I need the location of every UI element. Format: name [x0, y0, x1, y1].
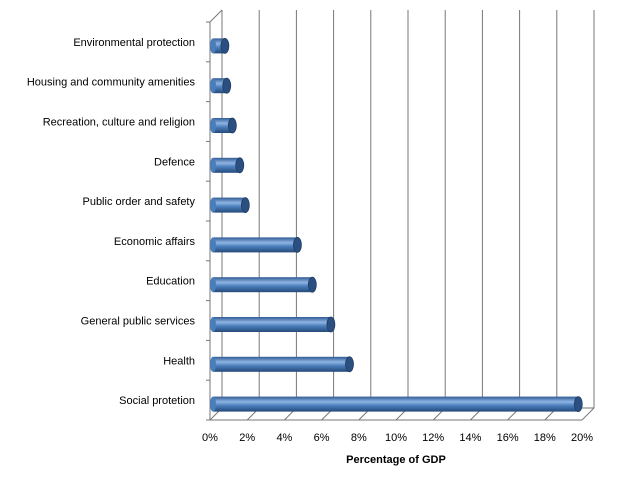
x-tick-label: 12%	[422, 432, 444, 444]
x-tick-label: 10%	[385, 432, 407, 444]
category-label: Health	[163, 355, 195, 367]
bar-body	[213, 197, 246, 213]
bar-start-cap	[210, 396, 216, 412]
bar	[210, 396, 583, 413]
category-label: Environmental protection	[73, 37, 195, 49]
bar-start-cap	[210, 356, 216, 372]
x-tick-labels: 0% 2% 4% 6% 8% 10% 12% 14% 16% 18% 20%	[202, 432, 593, 444]
x-tick-label: 4%	[276, 432, 292, 444]
category-label: Defence	[154, 156, 195, 168]
bar-end-cap	[307, 276, 317, 293]
x-tick-label: 14%	[459, 432, 481, 444]
bar-start-cap	[210, 38, 216, 54]
bar-end-cap	[293, 236, 302, 253]
bar-body	[213, 157, 240, 173]
bar-start-cap	[210, 197, 216, 213]
bar-start-cap	[210, 237, 216, 253]
x-axis-title: Percentage of GDP	[346, 454, 446, 466]
bar	[210, 38, 230, 54]
category-label: Recreation, culture and religion	[43, 117, 195, 129]
bar	[210, 157, 245, 174]
bars	[210, 38, 583, 413]
bar-start-cap	[210, 317, 216, 332]
category-label: Social protetion	[119, 395, 195, 407]
bar-start-cap	[210, 118, 216, 133]
bar-end-cap	[573, 396, 583, 413]
bar-body	[213, 118, 233, 133]
x-tick-label: 6%	[314, 432, 330, 444]
category-label: Public order and safety	[82, 196, 195, 208]
x-tick-label: 2%	[239, 432, 255, 444]
bar-end-cap	[227, 117, 237, 134]
bar-start-cap	[210, 157, 216, 173]
x-tick-label: 18%	[534, 432, 556, 444]
grid-lines	[209, 10, 595, 421]
floor-line	[581, 407, 595, 421]
category-label: General public services	[81, 316, 196, 328]
bar	[210, 356, 354, 373]
bar	[210, 276, 317, 293]
bar-body	[213, 396, 579, 412]
bar-end-cap	[345, 356, 354, 373]
bar	[210, 236, 302, 253]
category-labels: Environmental protection Housing and comm…	[27, 37, 196, 407]
x-tick-label: 16%	[497, 432, 519, 444]
bar-end-cap	[235, 157, 245, 174]
side-wall-top	[209, 9, 223, 23]
bar-end-cap	[240, 197, 250, 214]
bar-start-cap	[210, 78, 216, 94]
bar-end-cap	[220, 38, 230, 54]
bar-body	[213, 356, 350, 372]
bar-body	[213, 277, 313, 293]
bar-start-cap	[210, 277, 216, 293]
bar	[210, 316, 336, 333]
bar-body	[213, 237, 298, 253]
bar	[210, 77, 232, 94]
bar-body	[213, 317, 331, 332]
bar-end-cap	[326, 316, 336, 333]
category-label: Education	[146, 276, 195, 288]
category-label: Housing and community amenities	[27, 77, 196, 89]
bar	[210, 117, 237, 134]
x-tick-label: 20%	[571, 432, 593, 444]
category-label: Economic affairs	[114, 236, 196, 248]
x-tick-label: 8%	[351, 432, 367, 444]
bar	[210, 197, 250, 214]
bar-end-cap	[222, 77, 232, 94]
x-tick-label: 0%	[202, 432, 218, 444]
bar-body	[213, 38, 225, 54]
